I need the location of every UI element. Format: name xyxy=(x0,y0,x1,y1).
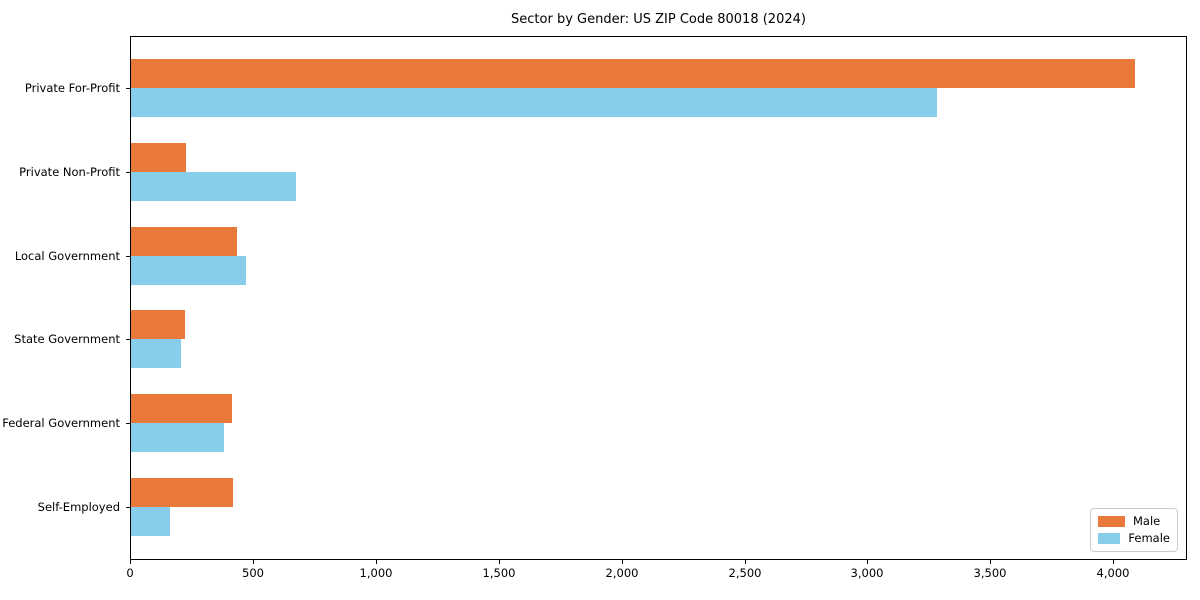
y-axis-label: Federal Government xyxy=(2,416,120,431)
y-tick-mark xyxy=(126,339,130,341)
bar-female-1 xyxy=(131,88,937,117)
y-axis-label: State Government xyxy=(14,332,120,347)
legend: Male Female xyxy=(1090,508,1178,552)
x-tick-label: 500 xyxy=(242,566,264,580)
bar-male-3 xyxy=(131,226,237,256)
x-tick-label: 2,000 xyxy=(605,566,639,580)
bar-female-6 xyxy=(131,507,170,536)
legend-item-female: Female xyxy=(1098,532,1170,545)
bar-female-2 xyxy=(131,171,296,201)
plot-area xyxy=(130,36,1187,560)
x-tick-mark xyxy=(499,560,500,564)
x-tick-mark xyxy=(130,560,131,564)
legend-label-female: Female xyxy=(1128,531,1170,545)
x-tick-mark xyxy=(867,560,868,564)
legend-swatch-female xyxy=(1098,533,1121,544)
bar-female-3 xyxy=(131,255,246,285)
y-tick-mark xyxy=(126,507,130,508)
y-tick-mark xyxy=(126,423,130,425)
x-tick-label: 1,000 xyxy=(359,566,393,580)
y-tick-mark xyxy=(126,171,130,173)
x-tick-mark xyxy=(253,560,254,564)
x-tick-label: 1,500 xyxy=(482,566,516,580)
legend-label-male: Male xyxy=(1133,514,1161,528)
x-tick-label: 0 xyxy=(126,566,134,580)
x-tick-label: 3,500 xyxy=(973,566,1007,580)
bar-male-4 xyxy=(131,310,185,340)
x-tick-label: 3,000 xyxy=(850,566,884,580)
y-axis-label: Local Government xyxy=(14,248,120,263)
x-tick-mark xyxy=(1113,560,1114,564)
y-tick-mark xyxy=(126,255,130,257)
y-axis-label: Self-Employed xyxy=(37,500,120,514)
bar-male-6 xyxy=(131,478,233,507)
x-tick-mark xyxy=(745,560,746,564)
legend-item-male: Male xyxy=(1098,515,1170,528)
bar-male-5 xyxy=(131,394,232,424)
x-tick-mark xyxy=(990,560,991,564)
x-tick-mark xyxy=(376,560,377,564)
bar-male-2 xyxy=(131,142,186,172)
x-tick-label: 4,000 xyxy=(1096,566,1130,580)
legend-swatch-male xyxy=(1098,516,1125,527)
y-tick-mark xyxy=(126,88,130,89)
bar-male-1 xyxy=(131,59,1135,88)
chart-title: Sector by Gender: US ZIP Code 80018 (202… xyxy=(511,12,806,27)
x-tick-mark xyxy=(622,560,623,564)
bar-female-5 xyxy=(131,423,224,453)
y-axis-label: Private Non-Profit xyxy=(19,164,120,179)
x-tick-label: 2,500 xyxy=(728,566,762,580)
bar-female-4 xyxy=(131,339,181,369)
y-axis-label: Private For-Profit xyxy=(24,81,120,95)
